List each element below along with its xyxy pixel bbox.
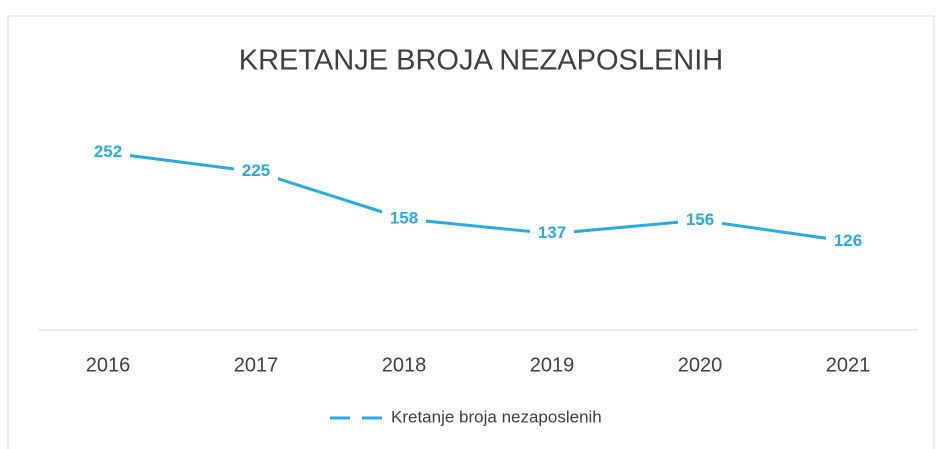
data-label-bg — [826, 229, 870, 254]
x-tick-label: 2018 — [382, 354, 427, 376]
data-label-bg — [234, 159, 278, 184]
data-label-bg — [86, 140, 130, 165]
data-label: 137 — [538, 223, 566, 242]
data-label: 225 — [242, 161, 270, 180]
data-label: 252 — [94, 142, 122, 161]
line — [107, 151, 849, 243]
x-tick-label: 2019 — [530, 354, 575, 376]
data-label-bg — [382, 206, 426, 231]
x-tick-label: 2016 — [86, 354, 131, 376]
data-label: 156 — [686, 210, 714, 229]
data-label: 126 — [834, 231, 862, 250]
chart-title: KRETANJE BROJA NEZAPOSLENIH — [239, 45, 724, 77]
x-tick-label: 2017 — [234, 354, 279, 376]
data-label: 158 — [390, 208, 418, 227]
x-tick-label: 2020 — [678, 354, 723, 376]
x-tick-label: 2021 — [826, 354, 871, 376]
data-label-bg — [530, 221, 574, 246]
legend-label: Kretanje broja nezaposlenih — [391, 407, 602, 426]
data-label-bg — [678, 208, 722, 233]
